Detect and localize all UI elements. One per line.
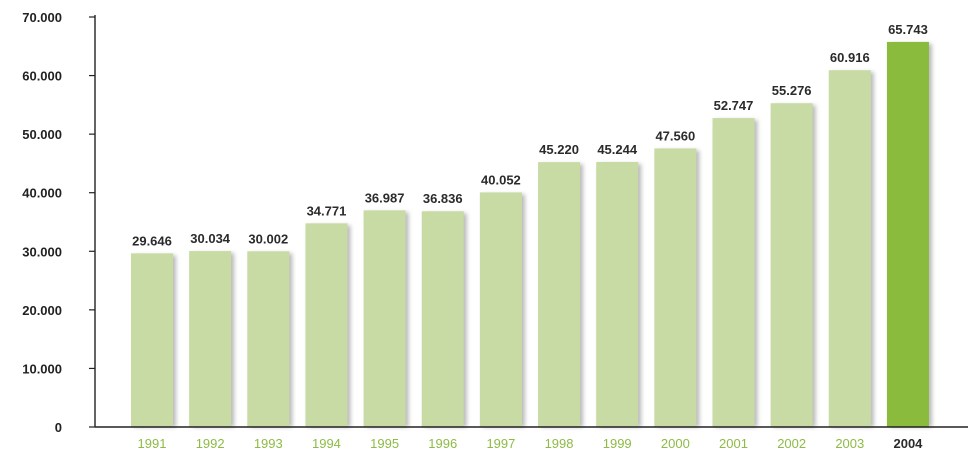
bar-2002 — [770, 103, 813, 427]
bar-1992 — [189, 251, 232, 427]
value-labels-group: 29.646 30.034 30.002 34.771 36.987 36.836 40.0… — [132, 22, 928, 248]
x-axis-ticks: 1991 1992 1993 1994 1995 1996 1997 1998 1999 2000… — [138, 436, 924, 451]
x-tick-label-1997: 1997 — [486, 436, 515, 451]
bar-1997 — [479, 192, 522, 427]
value-label-1991: 29.646 — [132, 233, 172, 248]
bar-1999 — [596, 161, 639, 427]
value-label-2001: 52.747 — [714, 98, 754, 113]
bar-1993 — [247, 251, 290, 427]
x-tick-label-2004: 2004 — [893, 436, 923, 451]
x-tick-label-1994: 1994 — [312, 436, 341, 451]
bar-1995 — [363, 210, 406, 427]
value-label-1992: 30.034 — [190, 231, 231, 246]
x-tick-label-1993: 1993 — [254, 436, 283, 451]
y-axis-ticks: 0 10.000 20.000 30.000 40.000 50.000 60.000 70.… — [22, 10, 95, 435]
value-label-2000: 47.560 — [655, 128, 695, 143]
x-tick-label-1999: 1999 — [603, 436, 632, 451]
y-tick-label: 40.000 — [22, 186, 62, 201]
y-tick-label: 70.000 — [22, 10, 62, 25]
y-tick-label: 50.000 — [22, 127, 62, 142]
bar-1998 — [538, 162, 581, 427]
y-tick-label: 0 — [55, 420, 62, 435]
x-tick-label-2001: 2001 — [719, 436, 748, 451]
value-label-1993: 30.002 — [248, 231, 288, 246]
bars-group — [131, 41, 932, 428]
x-tick-label-2000: 2000 — [661, 436, 690, 451]
value-label-1997: 40.052 — [481, 172, 521, 187]
y-tick-label: 20.000 — [22, 303, 62, 318]
x-tick-label-1995: 1995 — [370, 436, 399, 451]
x-tick-label-2003: 2003 — [835, 436, 864, 451]
bar-2001 — [712, 118, 755, 427]
value-label-2004: 65.743 — [888, 22, 928, 37]
bar-1991 — [131, 253, 173, 427]
x-tick-label-2002: 2002 — [777, 436, 806, 451]
y-tick-label: 60.000 — [22, 69, 62, 84]
x-tick-label-1992: 1992 — [196, 436, 225, 451]
x-tick-label-1996: 1996 — [428, 436, 457, 451]
bar-2000 — [654, 148, 697, 428]
value-label-1996: 36.836 — [423, 191, 463, 206]
value-label-1999: 45.244 — [597, 142, 638, 157]
value-label-1998: 45.220 — [539, 142, 579, 157]
bar-1996 — [421, 211, 464, 427]
bar-2003 — [828, 70, 871, 427]
value-label-2003: 60.916 — [830, 50, 870, 65]
y-tick-label: 10.000 — [22, 361, 62, 376]
value-label-1995: 36.987 — [365, 190, 405, 205]
value-label-1994: 34.771 — [307, 203, 347, 218]
bar-2004 — [886, 41, 929, 427]
x-tick-label-1998: 1998 — [545, 436, 574, 451]
x-tick-label-1991: 1991 — [138, 436, 167, 451]
bar-1994 — [305, 223, 348, 427]
value-label-2002: 55.276 — [772, 83, 812, 98]
y-tick-label: 30.000 — [22, 244, 62, 259]
